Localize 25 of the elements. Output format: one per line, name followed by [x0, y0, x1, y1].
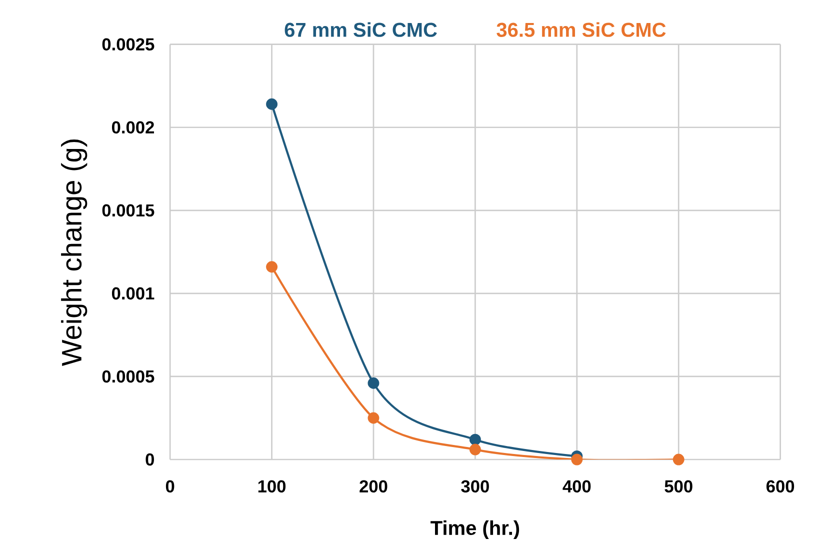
x-tick-label: 400 — [562, 480, 591, 493]
point — [266, 261, 278, 273]
point — [469, 434, 481, 446]
y-tick-label: 0.002 — [112, 121, 154, 134]
point — [266, 98, 278, 110]
x-tick-label: 0 — [166, 480, 174, 493]
y-axis-title: Weight change (g) — [61, 140, 88, 366]
y-tick-label: 0.0015 — [102, 204, 154, 217]
text: 67 mm SiC CMC — [284, 22, 437, 38]
x-tick-label: 600 — [766, 480, 794, 493]
point — [469, 444, 481, 456]
x-tick-label: 200 — [360, 480, 388, 493]
y-tick-label: 0 — [146, 454, 154, 466]
point — [672, 454, 684, 466]
x-tick-label: 500 — [664, 480, 692, 493]
x-tick-label: 300 — [461, 480, 489, 493]
point — [368, 412, 380, 424]
x-tick-label: 100 — [258, 480, 286, 493]
point — [571, 454, 583, 466]
text: 36.5 mm SiC CMC — [496, 22, 666, 38]
y-tick-label: 0.0005 — [102, 370, 154, 383]
y-tick-label: 0.001 — [112, 288, 154, 300]
point — [368, 378, 380, 390]
y-tick-label: 0.0025 — [102, 38, 154, 51]
x-axis-title: Time (hr.) — [430, 520, 520, 540]
